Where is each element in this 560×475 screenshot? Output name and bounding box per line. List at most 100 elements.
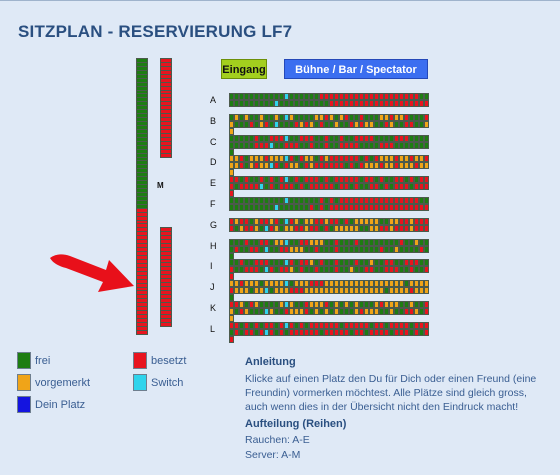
seat-e-12[interactable] (284, 176, 289, 184)
seat-a-68[interactable] (364, 100, 369, 107)
seat-h-53[interactable] (289, 245, 294, 253)
seat-h-10[interactable] (274, 238, 279, 246)
seat-l-69[interactable] (369, 328, 374, 336)
seat-k-50[interactable] (274, 308, 279, 315)
seat-d-78[interactable] (414, 162, 419, 170)
seat-k-65[interactable] (349, 308, 354, 315)
seat-d-64[interactable] (344, 162, 349, 170)
seat-d-47[interactable] (259, 162, 264, 170)
seat-g-79[interactable] (419, 224, 424, 232)
seat-b-64[interactable] (344, 120, 349, 128)
seat-f-33[interactable] (389, 197, 394, 204)
seat-c-64[interactable] (344, 141, 349, 149)
seat-j-30[interactable] (374, 280, 379, 288)
seat-j-81[interactable] (229, 294, 234, 302)
seat-g-20[interactable] (324, 217, 329, 225)
seat-f-4[interactable] (244, 197, 249, 204)
seat-d-56[interactable] (304, 162, 309, 170)
seat-c-40[interactable] (424, 134, 429, 142)
seat-a-51[interactable] (279, 100, 284, 107)
seat-b-32[interactable] (384, 113, 389, 121)
seat-a-66[interactable] (354, 100, 359, 107)
seat-k-4[interactable] (244, 301, 249, 308)
seat-l-77[interactable] (409, 328, 414, 336)
seat-j-34[interactable] (394, 280, 399, 288)
seat-i-19[interactable] (319, 259, 324, 267)
seat-k-45[interactable] (249, 308, 254, 315)
seat-b-61[interactable] (329, 120, 334, 128)
seat-e-6[interactable] (254, 176, 259, 184)
seat-i-35[interactable] (399, 259, 404, 267)
seat-a-9[interactable] (269, 93, 274, 100)
seat-j-38[interactable] (414, 280, 419, 288)
seat-j-66[interactable] (354, 287, 359, 295)
seat-h-47[interactable] (259, 245, 264, 253)
seat-d-44[interactable] (244, 162, 249, 170)
seat-l-39[interactable] (419, 321, 424, 329)
seat-i-46[interactable] (254, 266, 259, 274)
seat-l-8[interactable] (264, 321, 269, 329)
seat-f-28[interactable] (364, 197, 369, 204)
seat-c-24[interactable] (344, 134, 349, 142)
seat-j-70[interactable] (374, 287, 379, 295)
seat-l-74[interactable] (394, 328, 399, 336)
seat-j-77[interactable] (409, 287, 414, 295)
seat-i-26[interactable] (354, 259, 359, 267)
seat-c-29[interactable] (369, 134, 374, 142)
seat-a-50[interactable] (274, 100, 279, 107)
seat-i-57[interactable] (309, 266, 314, 274)
seat-k-14[interactable] (294, 301, 299, 308)
seat-b-25[interactable] (349, 113, 354, 121)
seat-a-75[interactable] (399, 100, 404, 107)
seat-i-74[interactable] (394, 266, 399, 274)
seat-a-15[interactable] (299, 93, 304, 100)
seat-j-68[interactable] (364, 287, 369, 295)
seat-d-51[interactable] (279, 162, 284, 170)
seat-a-60[interactable] (324, 100, 329, 107)
seat-h-37[interactable] (409, 238, 414, 246)
seat-i-73[interactable] (389, 266, 394, 274)
seat-c-34[interactable] (394, 134, 399, 142)
seat-k-67[interactable] (359, 308, 364, 315)
seat-e-56[interactable] (304, 183, 309, 191)
seat-l-61[interactable] (329, 328, 334, 336)
seat-c-61[interactable] (329, 141, 334, 149)
seat-a-29[interactable] (369, 93, 374, 100)
seat-h-67[interactable] (359, 245, 364, 253)
seat-b-7[interactable] (259, 113, 264, 121)
seat-e-24[interactable] (344, 176, 349, 184)
seat-l-68[interactable] (364, 328, 369, 336)
seat-l-53[interactable] (289, 328, 294, 336)
seat-l-43[interactable] (239, 328, 244, 336)
seat-a-46[interactable] (254, 100, 259, 107)
seat-j-74[interactable] (394, 287, 399, 295)
seat-a-2[interactable] (234, 93, 239, 100)
seat-h-20[interactable] (324, 238, 329, 246)
seat-b-17[interactable] (309, 113, 314, 121)
seat-l-26[interactable] (354, 321, 359, 329)
seat-f-69[interactable] (369, 204, 374, 211)
seat-d-4[interactable] (244, 155, 249, 163)
seat-k-30[interactable] (374, 301, 379, 308)
seat-b-35[interactable] (399, 113, 404, 121)
seat-e-81[interactable] (229, 190, 234, 198)
seat-l-13[interactable] (289, 321, 294, 329)
seat-c-28[interactable] (364, 134, 369, 142)
seat-i-41[interactable] (229, 266, 234, 274)
seat-i-11[interactable] (279, 259, 284, 267)
seat-g-77[interactable] (409, 224, 414, 232)
seat-g-5[interactable] (249, 217, 254, 225)
seat-h-66[interactable] (354, 245, 359, 253)
seat-k-75[interactable] (399, 308, 404, 315)
seat-e-22[interactable] (334, 176, 339, 184)
seat-j-43[interactable] (239, 287, 244, 295)
seat-g-14[interactable] (294, 217, 299, 225)
seat-e-50[interactable] (274, 183, 279, 191)
seat-c-76[interactable] (404, 141, 409, 149)
seat-e-52[interactable] (284, 183, 289, 191)
seat-l-54[interactable] (294, 328, 299, 336)
seat-c-39[interactable] (419, 134, 424, 142)
seat-h-41[interactable] (229, 245, 234, 253)
seat-g-6[interactable] (254, 217, 259, 225)
seat-d-39[interactable] (419, 155, 424, 163)
